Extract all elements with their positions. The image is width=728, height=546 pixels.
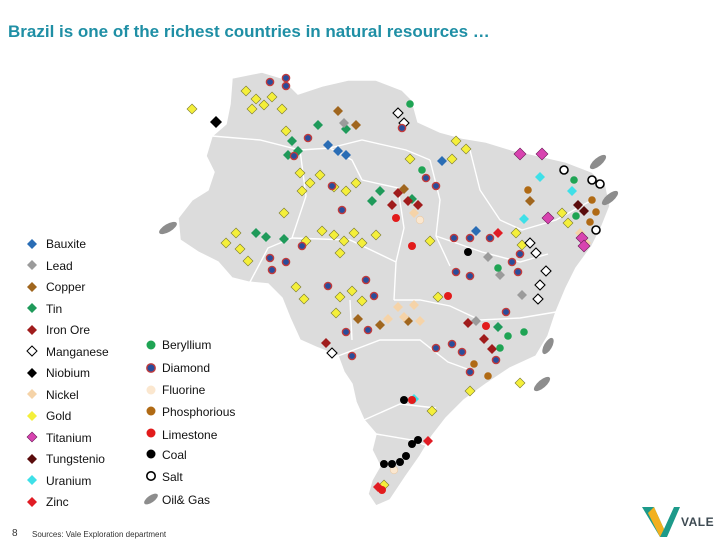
- legend-label: Copper: [46, 280, 86, 294]
- legend-label: Iron Ore: [46, 323, 91, 337]
- legend-manganese: Manganese: [46, 345, 109, 359]
- legend-label: Tungstenio: [46, 452, 105, 466]
- legend-label: Titanium: [46, 431, 92, 445]
- legend-uranium: Uranium: [46, 474, 91, 488]
- legend-copper: Copper: [46, 280, 85, 294]
- legend-beryllium: Beryllium: [162, 338, 211, 352]
- legend-label: Niobium: [46, 366, 91, 380]
- legend-diamond: Diamond: [162, 361, 210, 375]
- legend-label: Manganese: [46, 345, 109, 359]
- legend-bauxite: Bauxite: [46, 237, 86, 251]
- titanium-deposits: [513, 147, 591, 253]
- iron-ore-deposits: [321, 188, 497, 354]
- legend-label: Gold: [46, 409, 72, 423]
- legend-label: Nickel: [46, 388, 79, 402]
- salt-deposits: [559, 165, 605, 235]
- legend-label: Phosphorious: [162, 405, 236, 419]
- legend-label: Oil& Gas: [162, 493, 211, 507]
- legend-label: Fluorine: [162, 383, 206, 397]
- legend-label: Lead: [46, 259, 73, 273]
- legend-lead: Lead: [46, 259, 73, 273]
- legend-oil-gas: Oil& Gas: [162, 493, 210, 507]
- legend-tungstenio: Tungstenio: [46, 452, 105, 466]
- legend-label: Zinc: [46, 495, 69, 509]
- vale-logo: [642, 507, 680, 537]
- legend-label: Salt: [162, 470, 183, 484]
- legend-label: Uranium: [46, 474, 92, 488]
- legend-nickel: Nickel: [46, 388, 79, 402]
- legend-niobium: Niobium: [46, 366, 90, 380]
- phosphorious-deposits: [470, 186, 600, 380]
- niobium-deposits: [210, 116, 222, 128]
- page-number: 8: [12, 528, 18, 539]
- vale-logo-text: VALE: [681, 515, 715, 529]
- legend-tin: Tin: [46, 302, 62, 316]
- legend-label: Tin: [46, 302, 63, 316]
- state-borders: [211, 135, 593, 447]
- sources-note: Sources: Vale Exploration department: [32, 530, 167, 539]
- legend-fluorine: Fluorine: [162, 383, 205, 397]
- coal-deposits: [380, 248, 472, 468]
- bauxite-deposits: [323, 140, 481, 236]
- legend-phosphorious: Phosphorious: [162, 405, 235, 419]
- tungstenio-deposits: [573, 200, 589, 216]
- legend-label: Bauxite: [46, 237, 87, 251]
- oil-gas-fields: [159, 154, 619, 392]
- beryllium-deposits: [406, 100, 580, 352]
- legend-zinc: Zinc: [46, 495, 69, 509]
- gold-deposits: [186, 85, 574, 491]
- page-title: Brazil is one of the richest countries i…: [8, 22, 490, 41]
- legend-label: Limestone: [162, 428, 218, 442]
- legend-label: Diamond: [162, 361, 211, 375]
- legend-right-symbols: [144, 340, 158, 505]
- legend-iron-ore: Iron Ore: [46, 323, 90, 337]
- legend-salt: Salt: [162, 470, 183, 484]
- legend-titanium: Titanium: [46, 431, 92, 445]
- legend-label: Beryllium: [162, 338, 212, 352]
- legend-label: Coal: [162, 448, 187, 462]
- legend-gold: Gold: [46, 409, 71, 423]
- limestone-deposits: [378, 214, 490, 494]
- diamond-deposits: [265, 73, 525, 377]
- legend-left-symbols: [26, 239, 38, 507]
- lead-deposits: [339, 118, 527, 326]
- legend-limestone: Limestone: [162, 428, 217, 442]
- legend-coal: Coal: [162, 448, 187, 462]
